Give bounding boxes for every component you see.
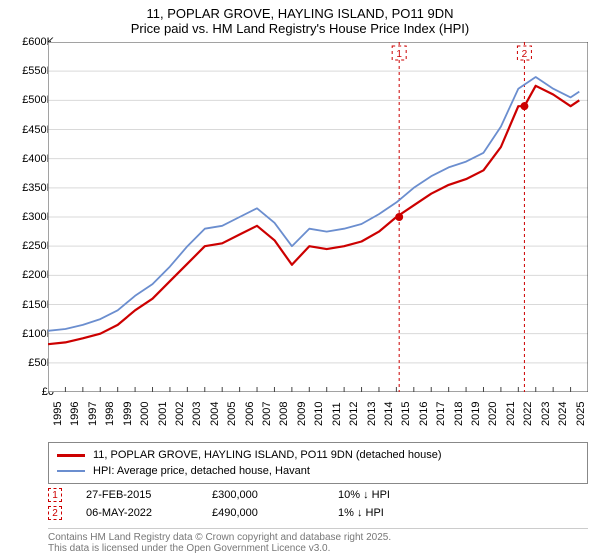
x-tick-label: 2019 [470,402,482,426]
marker-date: 27-FEB-2015 [86,489,206,501]
x-tick-label: 2025 [575,402,587,426]
x-tick-label: 2014 [383,402,395,426]
legend-swatch [57,470,85,472]
x-tick-label: 2023 [540,402,552,426]
x-tick-label: 1995 [52,402,64,426]
x-tick-label: 2017 [435,402,447,426]
title-subtitle: Price paid vs. HM Land Registry's House … [0,21,600,36]
marker-badge: 1 [48,488,62,502]
x-tick-label: 1999 [122,402,134,426]
price-chart: 12 [48,42,588,392]
x-tick-label: 2022 [522,402,534,426]
marker-delta: 10% ↓ HPI [338,489,458,501]
x-tick-label: 2002 [174,402,186,426]
legend: 11, POPLAR GROVE, HAYLING ISLAND, PO11 9… [48,442,588,484]
x-tick-label: 2001 [157,402,169,426]
x-tick-label: 2003 [191,402,203,426]
marker-table: 1 27-FEB-2015 £300,000 10% ↓ HPI 2 06-MA… [48,486,588,522]
title-address: 11, POPLAR GROVE, HAYLING ISLAND, PO11 9… [0,6,600,21]
x-tick-label: 2020 [487,402,499,426]
svg-text:2: 2 [522,49,528,60]
marker-badge: 2 [48,506,62,520]
x-tick-label: 2000 [139,402,151,426]
marker-flag: 1 [392,46,406,60]
legend-swatch [57,454,85,457]
x-tick-label: 2016 [418,402,430,426]
x-tick-label: 2011 [331,402,343,426]
marker-flag: 2 [517,46,531,60]
x-tick-label: 2010 [313,402,325,426]
x-tick-label: 1996 [69,402,81,426]
footer: Contains HM Land Registry data © Crown c… [48,528,588,554]
x-tick-label: 2005 [226,402,238,426]
x-tick-label: 2013 [366,402,378,426]
legend-item: HPI: Average price, detached house, Hava… [57,463,579,479]
marker-row: 2 06-MAY-2022 £490,000 1% ↓ HPI [48,504,588,522]
marker-price: £300,000 [212,489,332,501]
marker-row: 1 27-FEB-2015 £300,000 10% ↓ HPI [48,486,588,504]
x-tick-label: 1998 [104,402,116,426]
svg-text:1: 1 [396,49,402,60]
x-tick-label: 2004 [209,402,221,426]
x-tick-label: 2012 [348,402,360,426]
x-tick-label: 1997 [87,402,99,426]
legend-label: HPI: Average price, detached house, Hava… [93,465,310,477]
x-tick-label: 2009 [296,402,308,426]
footer-line2: This data is licensed under the Open Gov… [48,543,588,554]
footer-line1: Contains HM Land Registry data © Crown c… [48,532,588,543]
x-tick-label: 2006 [244,402,256,426]
figure-container: 11, POPLAR GROVE, HAYLING ISLAND, PO11 9… [0,0,600,560]
x-tick-label: 2015 [400,402,412,426]
x-tick-label: 2021 [505,402,517,426]
marker-delta: 1% ↓ HPI [338,507,458,519]
marker-date: 06-MAY-2022 [86,507,206,519]
legend-label: 11, POPLAR GROVE, HAYLING ISLAND, PO11 9… [93,449,441,461]
title-block: 11, POPLAR GROVE, HAYLING ISLAND, PO11 9… [0,0,600,38]
x-tick-label: 2007 [261,402,273,426]
x-tick-label: 2008 [278,402,290,426]
x-tick-label: 2024 [557,402,569,426]
legend-item: 11, POPLAR GROVE, HAYLING ISLAND, PO11 9… [57,447,579,463]
marker-price: £490,000 [212,507,332,519]
x-tick-label: 2018 [453,402,465,426]
